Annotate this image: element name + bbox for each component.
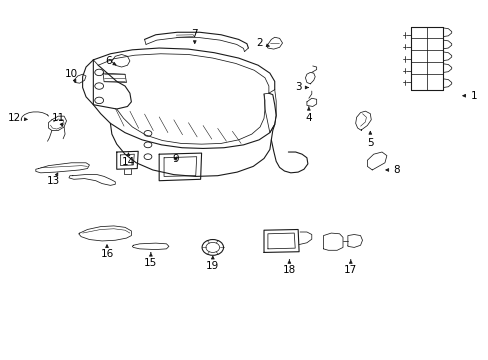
Text: 9: 9 [172, 154, 178, 164]
Text: 14: 14 [122, 153, 135, 167]
Text: 4: 4 [305, 107, 311, 123]
Text: 17: 17 [344, 260, 357, 275]
Text: 10: 10 [65, 69, 78, 82]
Text: 12: 12 [8, 113, 27, 123]
Text: 6: 6 [105, 56, 116, 66]
Text: 8: 8 [385, 165, 399, 175]
Text: 19: 19 [206, 256, 219, 271]
Text: 18: 18 [282, 260, 295, 275]
Text: 11: 11 [52, 113, 65, 126]
Text: 3: 3 [295, 82, 307, 93]
Text: 1: 1 [462, 91, 477, 101]
Text: 16: 16 [100, 245, 113, 259]
Text: 7: 7 [191, 30, 198, 44]
Text: 15: 15 [144, 253, 157, 268]
Text: 2: 2 [256, 38, 269, 48]
Text: 13: 13 [47, 173, 60, 186]
Text: 5: 5 [366, 131, 373, 148]
